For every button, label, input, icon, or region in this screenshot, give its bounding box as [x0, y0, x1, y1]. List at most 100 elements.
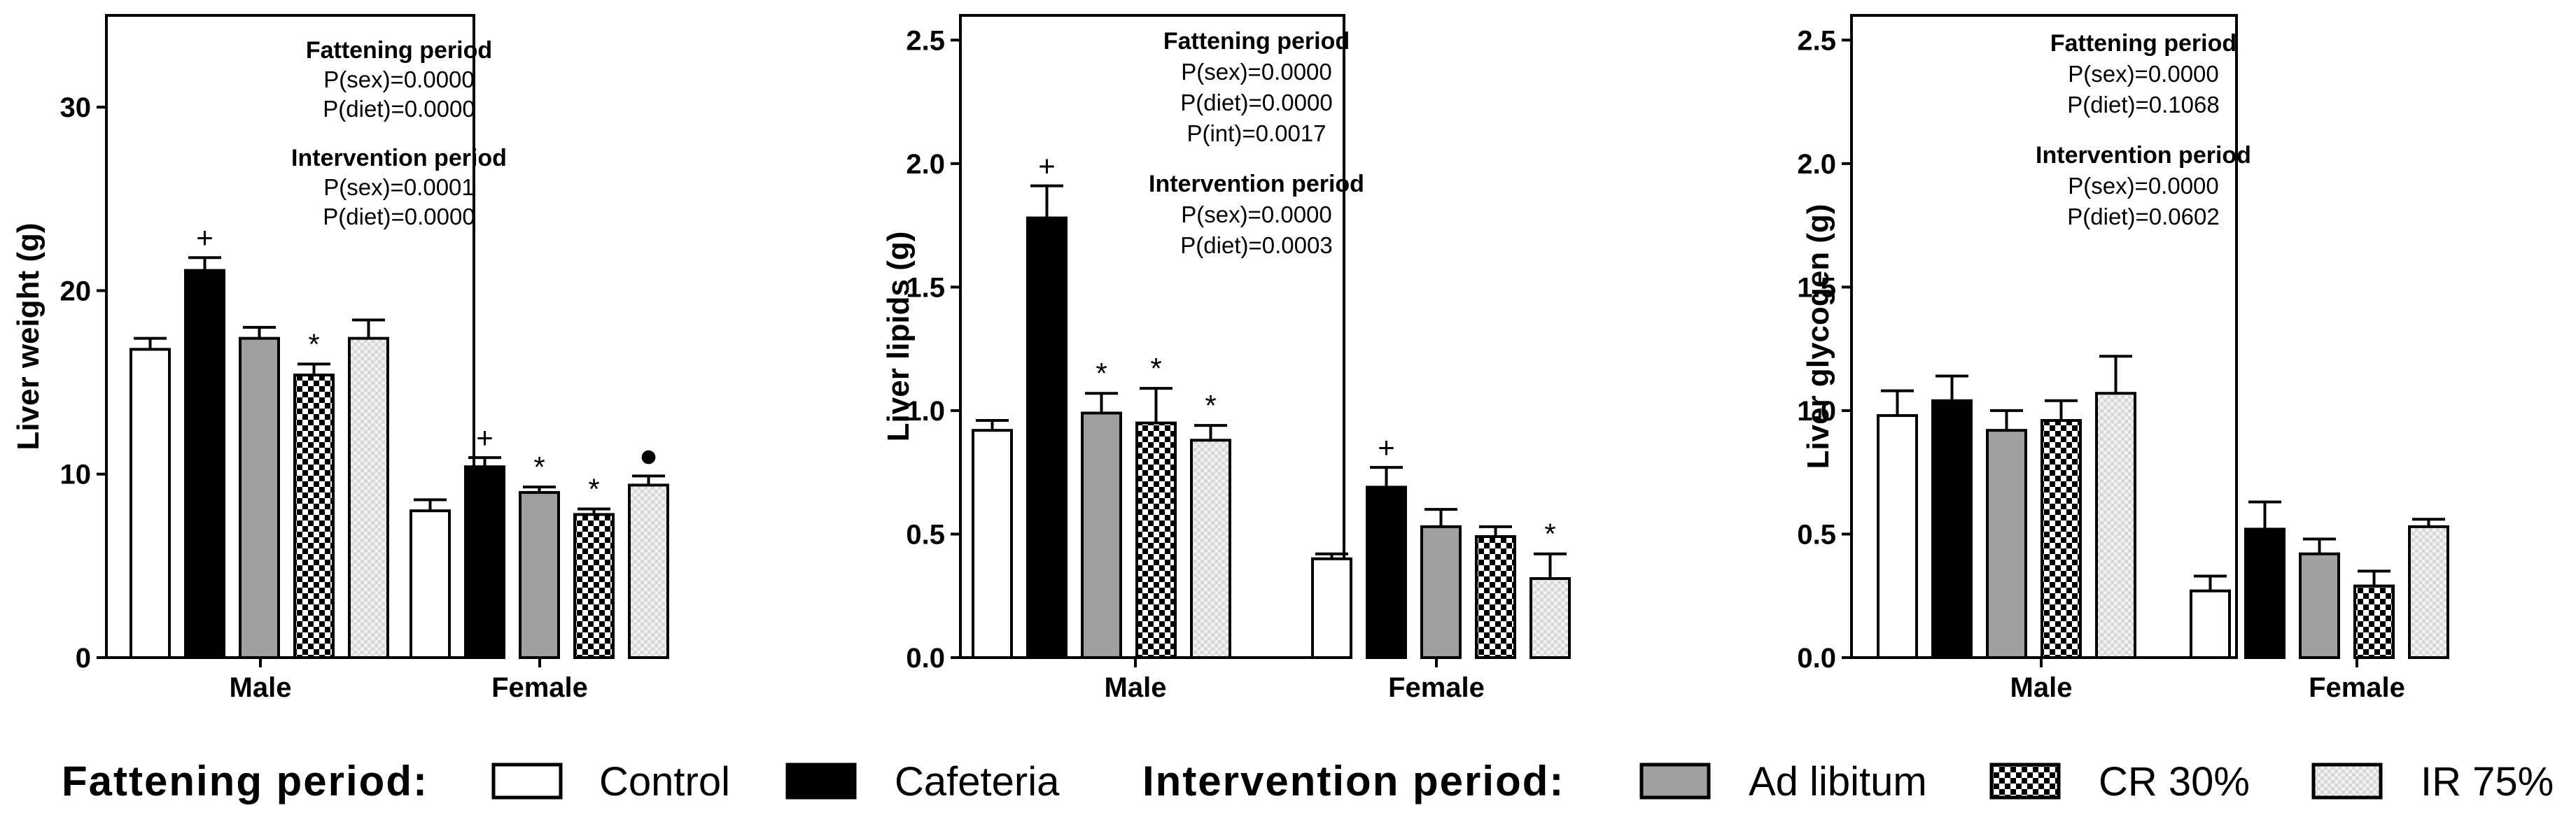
- bar-control-female: [1311, 557, 1352, 659]
- legend-label-ir75: IR 75%: [2421, 759, 2554, 805]
- panel-liver-glycogen: 0.0 0.5 1.0 1.5 2.0 2.5 Liver glycogen (g) Male…: [1797, 14, 2449, 703]
- bar-cr30-female: [573, 513, 615, 659]
- bar-cafeteria-female: [464, 465, 505, 659]
- annotation-line: P(sex)=0.0000: [323, 66, 475, 92]
- annotation-heading: Intervention period: [291, 145, 507, 171]
- annotation-line: P(sex)=0.0001: [323, 174, 475, 200]
- annotation-heading: Intervention period: [1149, 171, 1364, 197]
- significance-mark: *: [1096, 357, 1107, 390]
- y-tick-label: 1.0: [906, 396, 945, 427]
- bar-ir75-female: [2408, 525, 2449, 659]
- bar-cafeteria-female: [2244, 527, 2286, 660]
- annotation-line: P(diet)=0.1068: [2067, 92, 2219, 118]
- annotation-heading: Fattening period: [2050, 30, 2236, 57]
- legend-label-cafeteria: Cafeteria: [895, 759, 1060, 805]
- y-tick-label: 30: [60, 92, 92, 123]
- bar-control-female: [410, 509, 451, 660]
- bar-cafeteria-male: [1931, 399, 1973, 659]
- bar-cr30-male: [1135, 421, 1177, 659]
- legend-fattening-label: Fattening period:: [62, 758, 428, 805]
- bar-ir75-male: [2095, 392, 2136, 659]
- bar-control-male: [130, 348, 171, 659]
- y-axis-label: Liver lipids (g): [881, 232, 916, 442]
- bar-cr30-male: [293, 374, 335, 660]
- legend-label-ad-libitum: Ad libitum: [1749, 759, 1927, 805]
- panel-liver-weight: 0 10 20 30 Liver weight (g) Male Female + + * * * ● F…: [11, 14, 669, 703]
- significance-mark: *: [1150, 352, 1161, 385]
- significance-mark: *: [1205, 389, 1216, 422]
- legend-label-cr30: CR 30%: [2099, 759, 2250, 805]
- bar-ad-libitum-female: [519, 490, 560, 660]
- annotation-heading: Intervention period: [2036, 142, 2251, 169]
- legend-label-control: Control: [599, 759, 730, 805]
- bar-cr30-female: [1475, 534, 1516, 659]
- bar-ad-libitum-male: [1986, 429, 2027, 660]
- bar-ad-libitum-female: [2299, 552, 2340, 660]
- legend-swatch-ir75: [2311, 763, 2383, 800]
- y-tick-label: 2.5: [906, 25, 945, 56]
- y-tick-label: 2.5: [1797, 25, 1836, 56]
- y-tick-label: 0.5: [906, 519, 945, 550]
- annotation-line: P(sex)=0.0000: [2068, 61, 2219, 87]
- y-tick-label: 1.0: [1797, 396, 1836, 427]
- bar-ad-libitum-male: [239, 336, 280, 659]
- significance-mark: +: [1378, 431, 1395, 464]
- y-tick-label: 0.0: [1797, 643, 1836, 674]
- y-tick-label: 10: [60, 460, 92, 490]
- annotation-line: P(sex)=0.0000: [1181, 201, 1332, 227]
- annotation-line: P(diet)=0.0000: [323, 96, 475, 122]
- annotation-line: P(sex)=0.0000: [1181, 59, 1332, 85]
- y-tick-label: 0.0: [906, 643, 945, 674]
- y-tick-label: 2.0: [906, 149, 945, 180]
- annotation-heading: Fattening period: [306, 37, 492, 64]
- bar-cr30-male: [2040, 419, 2082, 659]
- x-category-label: Male: [2010, 672, 2073, 703]
- bar-cafeteria-male: [184, 269, 225, 659]
- plot-frame: [105, 14, 475, 659]
- bar-ad-libitum-male: [1081, 411, 1122, 659]
- bar-cr30-female: [2353, 584, 2395, 659]
- y-tick-label: 2.0: [1797, 149, 1836, 180]
- panel-liver-lipids: 0.0 0.5 1.0 1.5 2.0 2.5 Liver lipids (g) Male Fe…: [881, 14, 1571, 703]
- y-axis-label: Liver weight (g): [11, 222, 46, 450]
- annotation-line: P(diet)=0.0000: [1180, 90, 1332, 115]
- annotation-line: P(int)=0.0017: [1186, 120, 1326, 146]
- y-tick-label: 1.5: [906, 272, 945, 303]
- x-category-label: Male: [1105, 672, 1167, 703]
- bar-cafeteria-female: [1366, 486, 1407, 660]
- bar-ad-libitum-female: [1420, 525, 1462, 659]
- bar-control-male: [972, 429, 1013, 660]
- significance-mark: +: [476, 421, 493, 454]
- annotation-heading: Fattening period: [1163, 28, 1350, 55]
- y-tick-label: 0: [76, 643, 91, 674]
- legend-swatch-cr30: [1989, 763, 2061, 800]
- significance-mark: *: [533, 451, 545, 483]
- bar-control-male: [1877, 413, 1918, 659]
- x-category-label: Male: [230, 672, 292, 703]
- annotation-line: P(diet)=0.0602: [2067, 204, 2219, 229]
- significance-mark: *: [588, 473, 599, 506]
- annotation-line: P(sex)=0.0000: [2068, 173, 2219, 199]
- bar-control-female: [2190, 589, 2231, 660]
- bar-cafeteria-male: [1026, 216, 1068, 659]
- significance-mark: +: [196, 221, 214, 254]
- legend-swatch-control: [491, 763, 563, 800]
- y-axis-label: Liver glycogen (g): [1801, 204, 1835, 469]
- x-category-label: Female: [491, 672, 588, 703]
- annotation-line: P(diet)=0.0003: [1180, 232, 1332, 258]
- bar-ir75-female: [1530, 577, 1571, 659]
- significance-mark: ●: [639, 437, 659, 473]
- legend-swatch-ad-libitum: [1639, 763, 1711, 800]
- legend-intervention-label: Intervention period:: [1142, 758, 1564, 805]
- bar-ir75-female: [628, 483, 669, 659]
- legend-swatch-cafeteria: [785, 763, 857, 800]
- significance-mark: *: [308, 327, 319, 360]
- x-category-label: Female: [1388, 672, 1485, 703]
- significance-mark: *: [1544, 518, 1555, 551]
- bar-ir75-male: [348, 336, 389, 659]
- y-tick-label: 1.5: [1797, 272, 1836, 303]
- x-category-label: Female: [2309, 672, 2405, 703]
- significance-mark: +: [1038, 150, 1056, 183]
- y-tick-label: 0.5: [1797, 519, 1836, 550]
